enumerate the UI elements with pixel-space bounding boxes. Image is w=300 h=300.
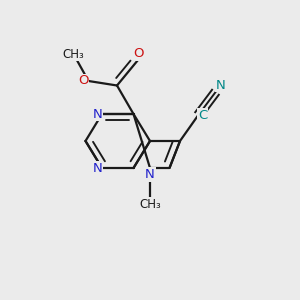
Text: N: N [92,107,102,121]
Text: CH₃: CH₃ [139,198,161,211]
Text: N: N [145,168,155,181]
Text: N: N [92,161,102,175]
Text: O: O [133,47,143,60]
Text: N: N [216,79,226,92]
Text: O: O [78,74,88,88]
Text: C: C [198,109,207,122]
Text: CH₃: CH₃ [63,47,84,61]
